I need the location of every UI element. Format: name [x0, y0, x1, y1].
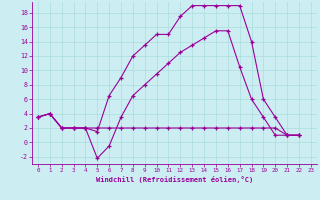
X-axis label: Windchill (Refroidissement éolien,°C): Windchill (Refroidissement éolien,°C) — [96, 176, 253, 183]
